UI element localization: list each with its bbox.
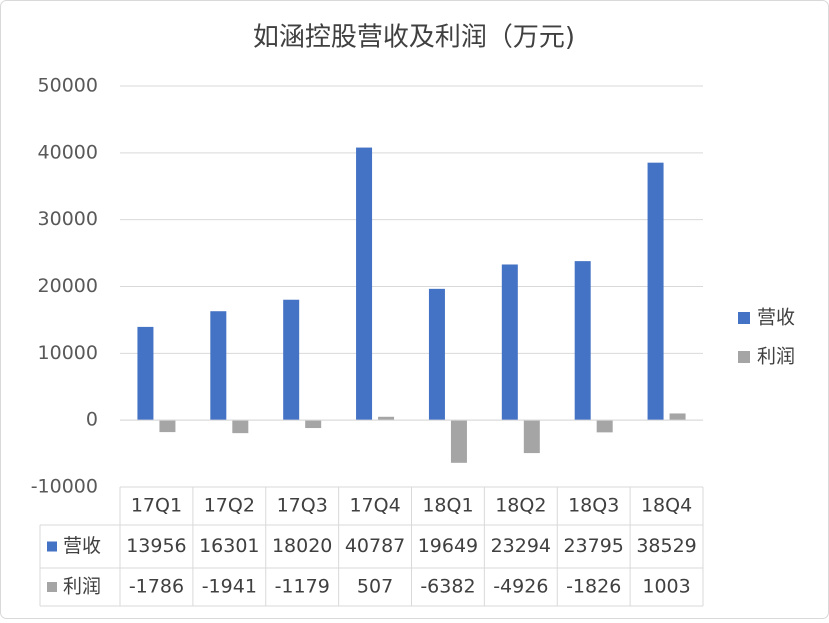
bar xyxy=(378,416,395,421)
table-cell: 16301 xyxy=(199,535,259,557)
y-tick-label: 40000 xyxy=(38,141,98,163)
table-cell: -6382 xyxy=(420,576,475,598)
bar xyxy=(596,420,613,433)
x-tick-label: 17Q3 xyxy=(277,495,328,517)
bar xyxy=(450,420,467,463)
x-tick-label: 18Q4 xyxy=(641,495,692,517)
bar xyxy=(305,420,322,429)
x-tick-label: 17Q1 xyxy=(131,495,182,517)
x-tick-label: 18Q2 xyxy=(495,495,546,517)
x-tick-label: 18Q3 xyxy=(568,495,619,517)
y-tick-label: 10000 xyxy=(38,342,98,364)
table-legend-key xyxy=(47,582,57,592)
table-cell: -4926 xyxy=(493,576,548,598)
bar xyxy=(232,420,249,434)
bar xyxy=(356,147,373,421)
bar xyxy=(283,299,300,421)
table-legend-key xyxy=(47,541,57,552)
table-cell: 18020 xyxy=(272,535,332,557)
table-cell: 507 xyxy=(357,576,393,598)
table-cell: 38529 xyxy=(636,535,696,557)
x-tick-label: 17Q4 xyxy=(349,495,400,517)
legend-key xyxy=(738,351,750,363)
x-tick-label: 18Q1 xyxy=(422,495,473,517)
y-tick-label: 50000 xyxy=(38,75,98,97)
table-cell: -1826 xyxy=(566,576,621,598)
legend-key xyxy=(738,312,750,324)
bar xyxy=(159,420,176,433)
bar xyxy=(137,326,154,421)
table-row-header: 利润 xyxy=(63,576,101,598)
table-cell: -1941 xyxy=(202,576,257,598)
y-tick-label: 30000 xyxy=(38,208,98,230)
table-cell: 23294 xyxy=(491,535,551,557)
bar xyxy=(501,264,518,421)
y-tick-label: 20000 xyxy=(38,275,98,297)
y-tick-label: -10000 xyxy=(31,476,98,498)
bar xyxy=(669,413,686,421)
x-tick-label: 17Q2 xyxy=(204,495,255,517)
bar xyxy=(523,420,540,454)
table-cell: 23795 xyxy=(563,535,623,557)
legend-label: 营收 xyxy=(757,307,795,329)
table-cell: 1003 xyxy=(642,576,690,598)
bar xyxy=(647,162,664,421)
bar xyxy=(210,311,227,421)
chart-title: 如涵控股营收及利润（万元) xyxy=(253,23,575,53)
table-cell: 19649 xyxy=(418,535,478,557)
table-cell: 13956 xyxy=(126,535,186,557)
bar xyxy=(574,261,591,421)
table-cell: 40787 xyxy=(345,535,405,557)
table-cell: -1179 xyxy=(275,576,330,598)
legend-label: 利润 xyxy=(757,346,795,368)
bar xyxy=(428,288,445,421)
table-row-header: 营收 xyxy=(63,535,101,557)
y-tick-label: 0 xyxy=(86,409,98,431)
table-cell: -1786 xyxy=(129,576,184,598)
